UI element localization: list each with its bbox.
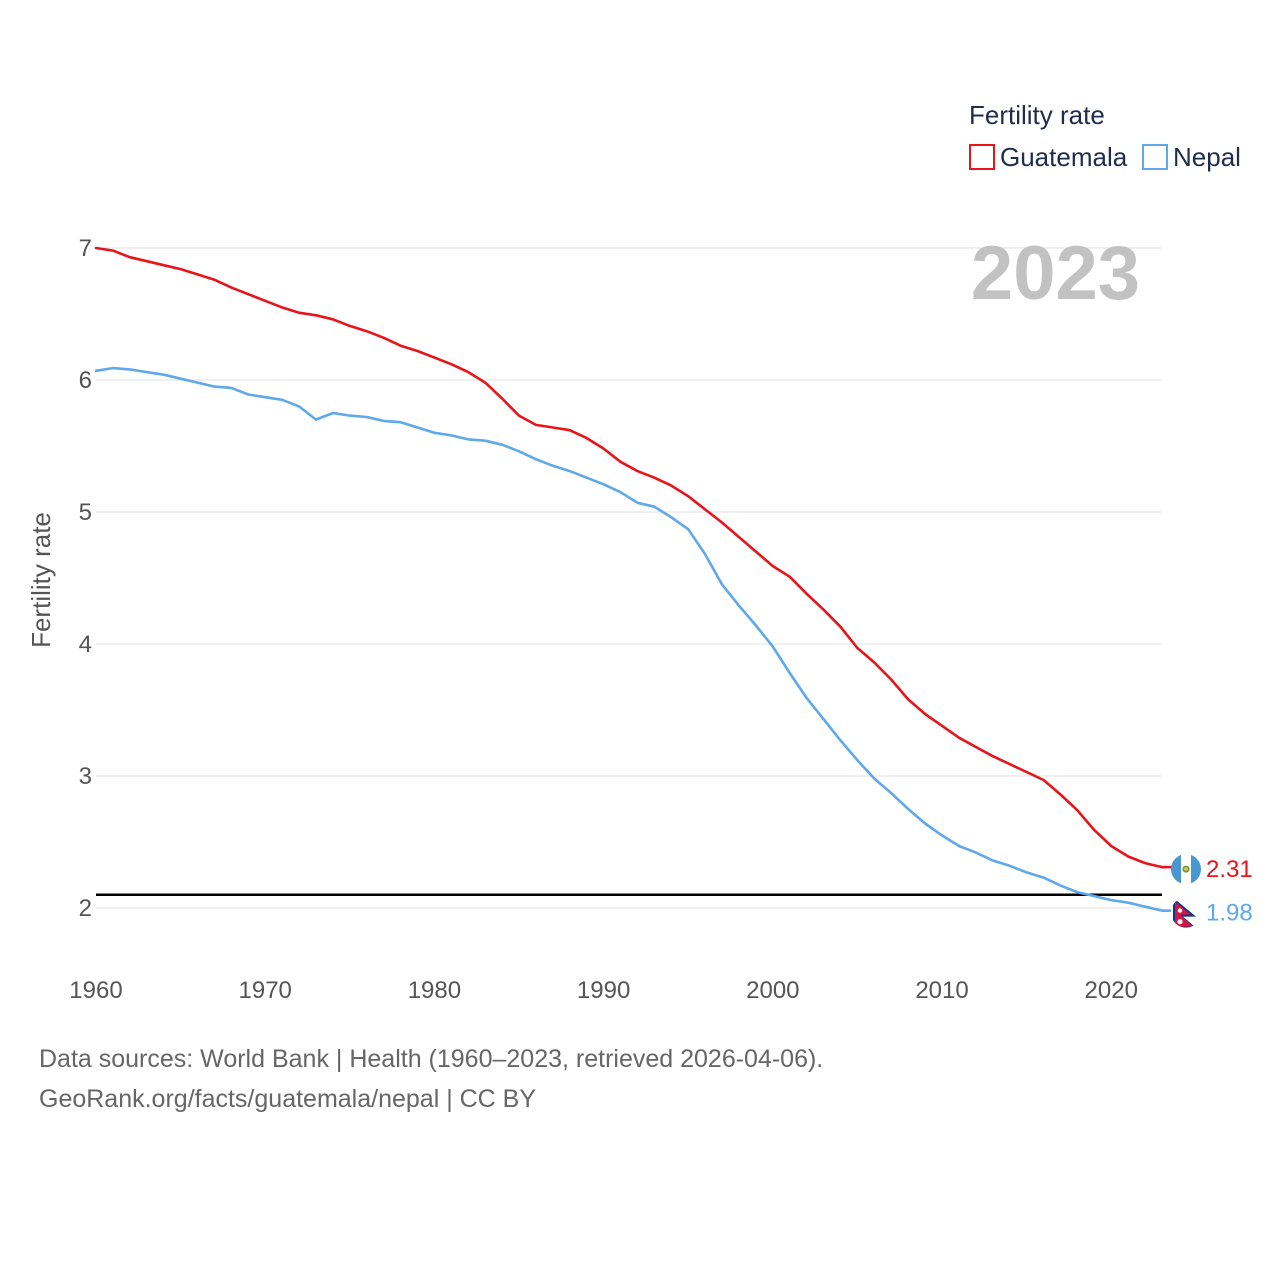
- y-tick-label: 7: [79, 235, 92, 262]
- x-tick-label: 1970: [239, 977, 292, 1004]
- x-tick-label: 1980: [408, 977, 461, 1004]
- guatemala-end-value: 2.31: [1206, 856, 1253, 883]
- nepal-end-value: 1.98: [1206, 900, 1253, 927]
- series-line-nepal[interactable]: [94, 366, 1164, 912]
- y-tick-label: 4: [79, 631, 92, 658]
- series-lines: [94, 246, 1172, 912]
- nepal-flag-icon: [1171, 897, 1201, 928]
- credit-link[interactable]: GeoRank.org/facts/guatemala/nepal | CC B…: [39, 1085, 537, 1113]
- y-axis-title: Fertility rate: [26, 512, 56, 648]
- y-tick-label: 5: [79, 499, 92, 526]
- series-line-guatemala[interactable]: [94, 246, 1164, 869]
- legend-swatch-guatemala[interactable]: [969, 144, 995, 170]
- x-tick-label: 2010: [915, 977, 968, 1004]
- x-tick-label: 1960: [69, 977, 122, 1004]
- current-year-label: 2023: [971, 231, 1140, 316]
- x-tick-label: 1990: [577, 977, 630, 1004]
- x-tick-label: 2020: [1085, 977, 1138, 1004]
- y-tick-label: 3: [79, 763, 92, 790]
- legend-label-nepal[interactable]: Nepal: [1173, 142, 1241, 172]
- gridlines: [96, 247, 1162, 909]
- y-axis-ticks: 2 3 4 5 6 7: [79, 235, 92, 922]
- y-tick-label: 2: [79, 895, 92, 922]
- legend-title: Fertility rate: [969, 100, 1105, 130]
- legend-label-guatemala[interactable]: Guatemala: [1000, 142, 1128, 172]
- x-axis-ticks: 1960 1970 1980 1990 2000 2010 2020: [69, 977, 1138, 1004]
- y-tick-label: 6: [79, 367, 92, 394]
- legend-swatch-nepal[interactable]: [1142, 144, 1168, 170]
- guatemala-flag-icon: [1171, 854, 1201, 885]
- legend: Fertility rate Guatemala Nepal: [969, 100, 1241, 172]
- data-sources-note: Data sources: World Bank | Health (1960–…: [39, 1045, 824, 1073]
- x-tick-label: 2000: [746, 977, 799, 1004]
